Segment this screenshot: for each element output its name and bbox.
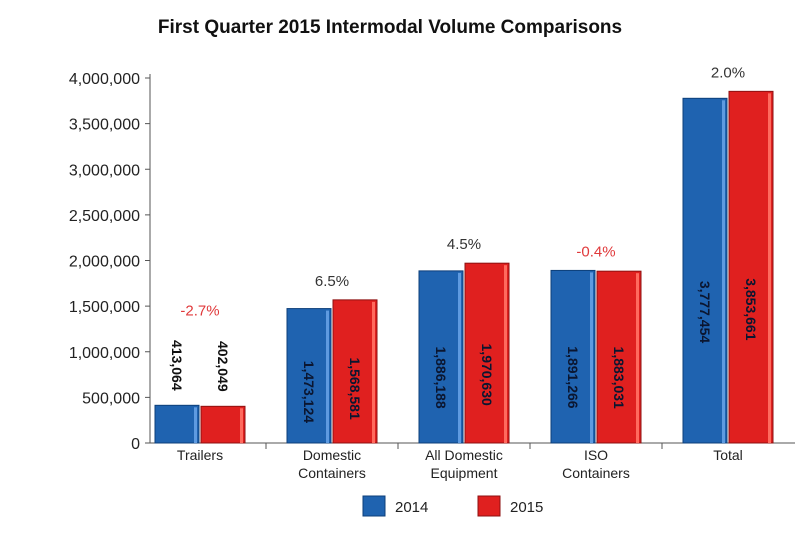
bar-2014	[682, 97, 728, 444]
y-tick-label: 1,000,000	[69, 345, 140, 362]
y-tick-label: 500,000	[82, 390, 140, 407]
bar-2015	[596, 270, 642, 444]
change-percent-label: 4.5%	[447, 236, 481, 253]
y-tick-label: 4,000,000	[69, 71, 140, 88]
bar-highlight	[372, 301, 375, 443]
y-tick-label: 3,500,000	[69, 117, 140, 134]
bar-highlight	[722, 100, 725, 444]
bar-highlight	[636, 273, 639, 443]
bar-highlight	[240, 408, 243, 443]
bar-2015	[728, 90, 774, 444]
bar-value-label: 1,886,188	[433, 346, 449, 408]
bar-2015	[464, 262, 510, 444]
legend-label: 2015	[510, 499, 543, 516]
bar-2015	[200, 405, 246, 444]
x-tick-label: Containers	[298, 465, 366, 481]
bar-highlight	[590, 272, 593, 443]
y-tick-label: 3,000,000	[69, 162, 140, 179]
bar-2014	[154, 404, 200, 444]
bar-value-label: 1,568,581	[347, 357, 363, 419]
bar-value-label: 3,853,661	[743, 278, 759, 340]
change-percent-label: 2.0%	[711, 64, 745, 81]
bar-2014	[550, 269, 596, 444]
change-percent-label: 6.5%	[315, 273, 349, 290]
bar-2014	[286, 308, 332, 444]
legend-swatch-2015	[477, 495, 501, 517]
bar-value-label: 1,891,266	[565, 346, 581, 408]
x-tick-label: Trailers	[177, 447, 223, 463]
bar-highlight	[194, 407, 197, 443]
y-tick-label: 1,500,000	[69, 299, 140, 316]
legend-swatch-2014	[362, 495, 386, 517]
bar-value-label: 1,883,031	[611, 347, 627, 409]
bar-value-label: 1,970,630	[479, 344, 495, 406]
y-tick-label: 0	[131, 436, 140, 453]
x-tick-label: Equipment	[431, 465, 498, 481]
bar-highlight	[504, 265, 507, 443]
bar-value-label: 402,049	[215, 341, 231, 392]
bar-highlight	[768, 93, 771, 444]
bar-2015	[332, 299, 378, 444]
y-tick-label: 2,000,000	[69, 254, 140, 271]
bar-highlight	[458, 272, 461, 443]
change-percent-label: -0.4%	[576, 243, 615, 260]
bar-2014	[418, 270, 464, 444]
bar-value-label: 413,064	[169, 340, 185, 391]
x-tick-label: Domestic	[303, 447, 361, 463]
bar-value-label: 3,777,454	[697, 281, 713, 343]
chart-title: First Quarter 2015 Intermodal Volume Com…	[158, 17, 622, 38]
x-tick-label: Total	[713, 447, 743, 463]
bar-value-label: 1,473,124	[301, 361, 317, 423]
y-tick-label: 2,500,000	[69, 208, 140, 225]
change-percent-label: -2.7%	[180, 302, 219, 319]
bar-highlight	[326, 310, 329, 443]
x-tick-label: All Domestic	[425, 447, 503, 463]
legend-label: 2014	[395, 499, 428, 516]
x-tick-label: Containers	[562, 465, 630, 481]
x-tick-label: ISO	[584, 447, 608, 463]
